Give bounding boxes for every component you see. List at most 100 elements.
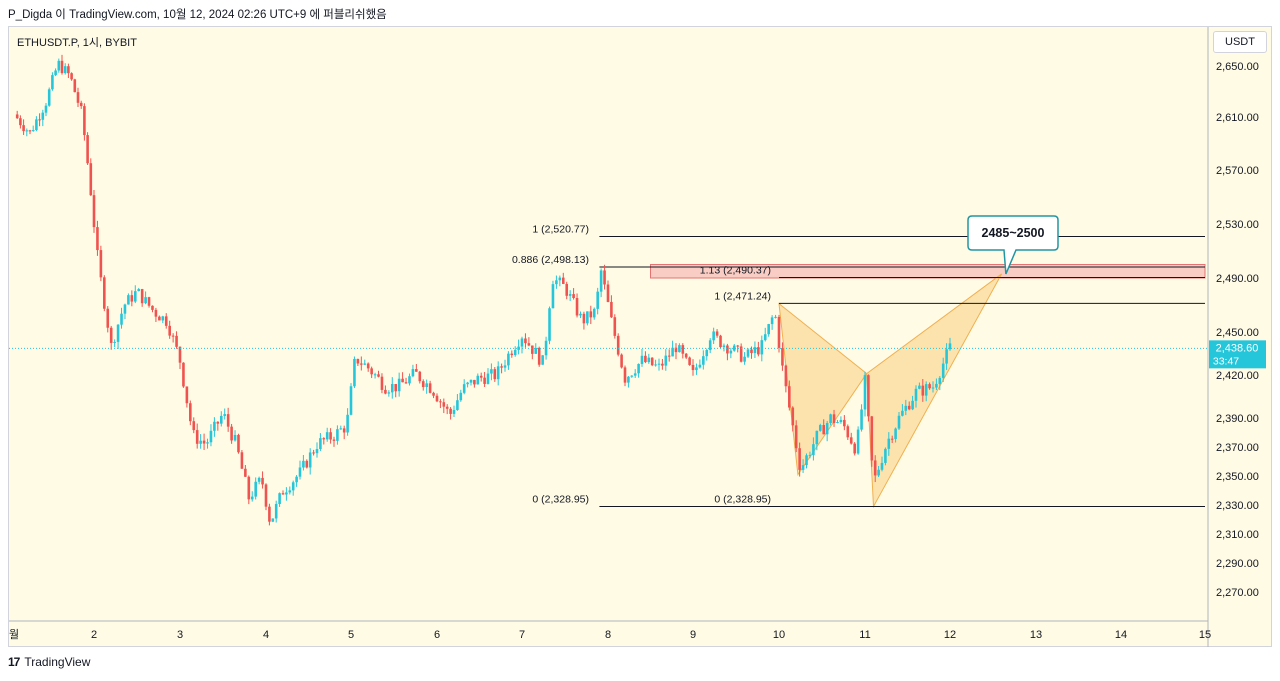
- candle-body: [384, 389, 387, 394]
- candle-body: [633, 373, 637, 376]
- candle-body: [695, 367, 698, 371]
- y-tick-label: 2,490.00: [1216, 273, 1259, 285]
- candle-body: [877, 469, 880, 476]
- candle-body: [623, 367, 627, 383]
- candle-body: [288, 490, 292, 493]
- candle-body: [79, 102, 83, 107]
- candle-body: [54, 70, 57, 76]
- candle-body: [25, 130, 29, 132]
- candle-body: [661, 363, 664, 366]
- candle-body: [777, 316, 781, 348]
- y-tick-label: 2,310.00: [1216, 529, 1259, 541]
- x-tick-label: 10: [773, 629, 785, 641]
- x-tick-label: 14: [1115, 629, 1127, 641]
- candle-body: [158, 316, 161, 321]
- symbol-label[interactable]: ETHUSDT.P, 1시, BYBIT: [17, 37, 137, 49]
- candle-body: [781, 347, 784, 366]
- candle-body: [38, 119, 41, 121]
- candle-body: [363, 363, 367, 365]
- candle-body: [941, 363, 945, 378]
- candle-body: [415, 369, 418, 372]
- candle-body: [592, 308, 596, 318]
- candle-body: [315, 449, 319, 454]
- candle-body: [914, 388, 918, 401]
- candle-body: [175, 335, 178, 347]
- candle-body: [918, 385, 921, 389]
- current-price-countdown: 33:47: [1213, 355, 1239, 367]
- candle-body: [880, 462, 884, 470]
- candle-body: [28, 130, 32, 132]
- candle-body: [753, 347, 757, 354]
- candle-body: [70, 73, 73, 80]
- candle-body: [579, 313, 582, 316]
- candle-body: [479, 375, 483, 378]
- pattern-triangle-bcd: [866, 273, 1003, 509]
- candle-body: [278, 493, 281, 505]
- candle-body: [860, 409, 863, 430]
- candle-body: [356, 358, 360, 364]
- candle-body: [285, 492, 288, 495]
- footer-brand-label: TradingView: [24, 655, 91, 669]
- chart-pane[interactable]: [8, 26, 1272, 647]
- candle-body: [154, 309, 158, 317]
- fib-right-level-label: 0 (2,328.95): [714, 494, 771, 506]
- candle-body: [541, 355, 544, 365]
- candle-body: [702, 356, 705, 365]
- y-tick-label: 2,650.00: [1216, 61, 1259, 73]
- candle-body: [325, 432, 329, 440]
- candle-body: [606, 284, 610, 302]
- candle-body: [739, 346, 743, 362]
- candle-body: [863, 375, 867, 410]
- candle-body: [849, 437, 853, 444]
- candle-body: [678, 345, 681, 353]
- candle-body: [671, 347, 674, 357]
- candle-body: [366, 363, 370, 369]
- callout-box: [967, 215, 1059, 275]
- candle-body: [510, 353, 514, 356]
- candle-body: [818, 425, 822, 431]
- candle-body: [729, 350, 733, 354]
- candle-body: [164, 316, 168, 326]
- candle-body: [219, 415, 223, 424]
- candle-body: [44, 105, 48, 113]
- candle-body: [109, 327, 113, 343]
- candle-body: [51, 75, 54, 90]
- candle-body: [715, 331, 719, 336]
- candle-body: [257, 477, 261, 482]
- candle-body: [774, 316, 777, 318]
- currency-selector[interactable]: USDT: [1213, 31, 1267, 53]
- candle-body: [548, 308, 551, 341]
- candle-body: [568, 294, 572, 296]
- candle-body: [41, 112, 45, 120]
- y-tick-label: 2,330.00: [1216, 500, 1259, 512]
- candle-body: [822, 425, 826, 435]
- candle-body: [305, 460, 309, 468]
- candle-body: [667, 355, 671, 357]
- candle-body: [89, 163, 93, 196]
- candle-body: [452, 410, 456, 414]
- candle-body: [31, 130, 35, 132]
- candle-body: [805, 455, 808, 466]
- candle-body: [353, 358, 356, 387]
- candle-body: [319, 438, 322, 450]
- candle-body: [127, 295, 130, 305]
- candle-body: [500, 366, 503, 368]
- y-tick-label: 2,270.00: [1216, 587, 1259, 599]
- candle-body: [784, 365, 788, 387]
- fib-right-level-label: 1 (2,471.24): [714, 290, 771, 302]
- candle-body: [527, 343, 531, 346]
- candle-body: [216, 421, 220, 424]
- candle-body: [948, 343, 952, 350]
- candle-body: [812, 444, 815, 456]
- candle-body: [408, 376, 411, 384]
- x-tick-label: 13: [1030, 629, 1042, 641]
- candle-body: [462, 384, 466, 393]
- candle-body: [736, 345, 740, 347]
- candle-body: [120, 313, 123, 325]
- candle-body: [442, 402, 446, 407]
- candle-body: [846, 426, 850, 438]
- y-tick-label: 2,450.00: [1216, 327, 1259, 339]
- candle-body: [931, 387, 935, 389]
- candle-body: [206, 442, 209, 444]
